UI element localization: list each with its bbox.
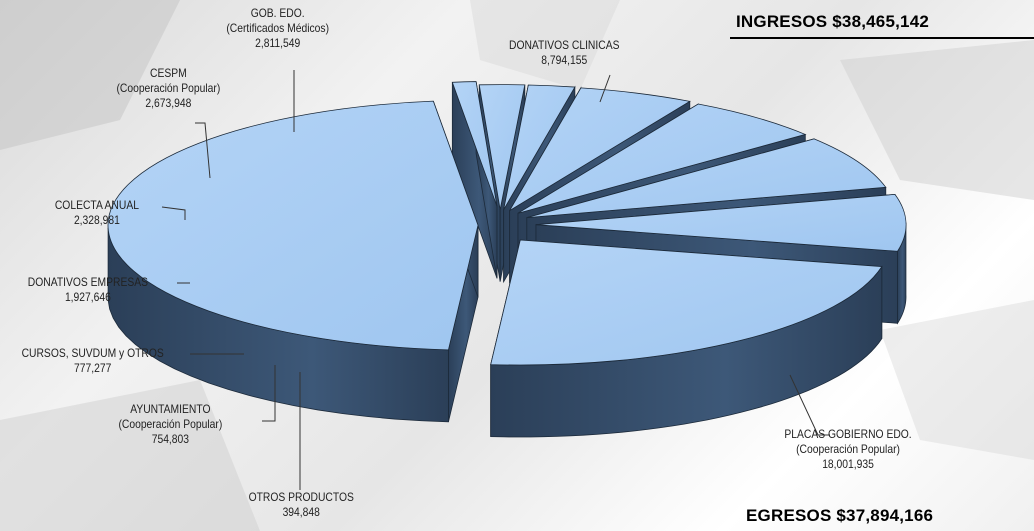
label-donativos-clinicas: DONATIVOS CLINICAS 8,794,155	[508, 38, 620, 67]
leader-line-5	[161, 206, 186, 220]
leader-line-6	[195, 122, 211, 179]
label-gob-edo: GOB. EDO. (Certificados Médicos) 2,811,5…	[226, 6, 330, 50]
header-underline	[730, 37, 1034, 39]
ingresos-total: INGRESOS $38,465,142	[736, 12, 930, 31]
pie-slice-0	[107, 100, 479, 423]
label-cursos: CURSOS, SUVDUM y OTROS 777,277	[21, 346, 164, 375]
label-colecta-anual: COLECTA ANUAL 2,328,981	[54, 198, 139, 227]
pie-slice-1	[451, 81, 498, 279]
leader-line-8	[599, 74, 611, 103]
leader-line-2	[262, 365, 276, 422]
label-otros-productos: OTROS PRODUCTOS 394,848	[248, 490, 354, 519]
label-donativos-empresas: DONATIVOS EMPRESAS 1,927,646	[27, 275, 149, 304]
label-placas-gobierno: PLACAS GOBIERNO EDO. (Cooperación Popula…	[784, 427, 912, 471]
leader-line-0	[789, 374, 830, 436]
label-ayuntamiento: AYUNTAMIENTO (Cooperación Popular) 754,8…	[118, 402, 223, 446]
egresos-total: EGRESOS $37,894,166	[746, 506, 934, 525]
pie-slice-8	[490, 239, 883, 438]
label-cespm: CESPM (Cooperación Popular) 2,673,948	[116, 66, 221, 110]
